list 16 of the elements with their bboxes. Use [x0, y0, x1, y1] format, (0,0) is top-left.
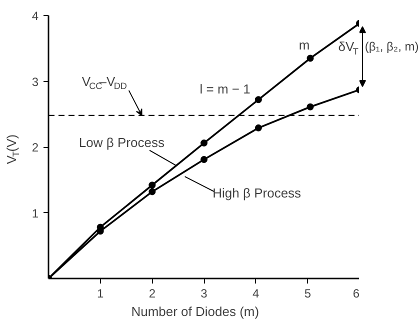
y-tick-label: 2 [32, 140, 39, 154]
x-tick-label: 5 [304, 286, 312, 300]
series-label: Low β Process [78, 134, 165, 150]
y-axis-title: VT(V) [4, 134, 22, 164]
annotation: l = m − 1 [200, 82, 250, 97]
annotation: m [298, 38, 310, 53]
x-tick-label: 6 [352, 286, 360, 300]
legend-label: High β Process [212, 186, 302, 201]
x-tick-label: 2 [148, 286, 156, 300]
x-tick-label: 1 [96, 286, 104, 300]
x-axis-title: Number of Diodes (m) [131, 304, 260, 319]
x-tick-label: 4 [252, 286, 260, 300]
y-tick-label: 3 [32, 74, 39, 89]
y-tick-label: 1 [32, 206, 39, 220]
x-tick-label: 3 [200, 286, 208, 300]
y-tick-label: 4 [32, 9, 39, 23]
